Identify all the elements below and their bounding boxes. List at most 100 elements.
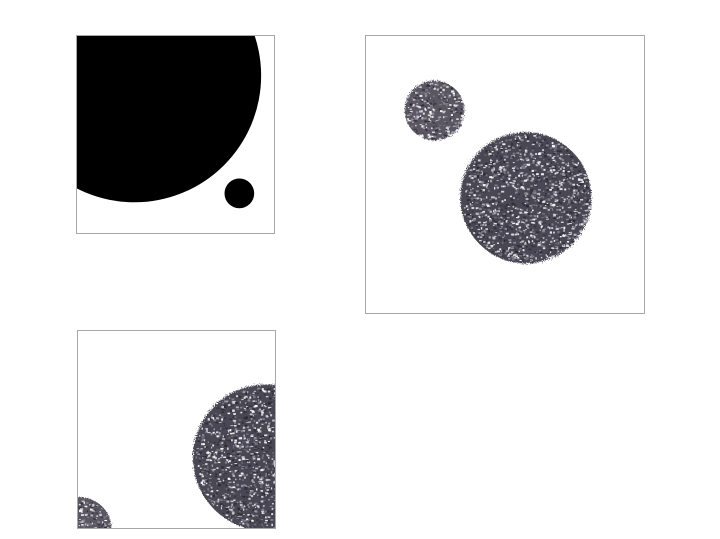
speckle — [518, 158, 520, 161]
speckle — [521, 213, 523, 214]
speckle — [238, 442, 241, 444]
speckle — [579, 183, 583, 185]
speckle — [540, 195, 544, 198]
speckle — [221, 482, 225, 484]
speckle — [540, 199, 543, 202]
speckle — [562, 234, 566, 237]
speckle — [241, 421, 244, 424]
speckle — [255, 400, 257, 403]
speckle — [231, 398, 235, 401]
speckle — [523, 229, 526, 232]
speckle — [222, 504, 225, 507]
speckle — [532, 209, 534, 212]
speckle — [468, 191, 473, 194]
speckle — [240, 411, 243, 414]
speckle — [552, 167, 554, 170]
speckle — [236, 434, 238, 436]
speckle — [420, 86, 422, 89]
speckle — [572, 194, 575, 196]
speckle — [265, 405, 267, 408]
speckle — [554, 200, 557, 203]
speckle — [554, 161, 557, 163]
speckle — [514, 233, 517, 236]
speckle — [473, 194, 477, 197]
speckle — [546, 180, 550, 183]
speckle — [507, 177, 509, 179]
speckle — [270, 414, 273, 417]
speckle — [555, 172, 558, 175]
speckle — [253, 419, 256, 422]
speckle — [414, 124, 417, 127]
speckle — [411, 118, 413, 121]
speckle — [471, 206, 475, 210]
speckle — [470, 227, 474, 229]
speckle — [489, 150, 492, 152]
speckle — [574, 225, 576, 227]
speckle — [542, 196, 545, 199]
speckle — [440, 100, 444, 102]
speckle — [542, 213, 545, 215]
speckle — [525, 229, 527, 230]
speckle — [249, 526, 251, 528]
speckle — [576, 215, 579, 217]
speckle — [236, 451, 240, 453]
speckle — [225, 508, 228, 510]
speckle — [502, 180, 505, 183]
speckle — [245, 393, 248, 396]
speckle — [531, 169, 535, 173]
speckle — [229, 515, 232, 518]
speckle — [524, 235, 526, 238]
speckle — [546, 142, 548, 145]
speckle — [499, 254, 503, 257]
speckle — [493, 216, 497, 219]
speckle — [233, 420, 237, 422]
speckle — [416, 105, 420, 108]
speckle — [222, 471, 224, 474]
speckle — [224, 400, 227, 403]
speckle — [529, 259, 533, 261]
speckle — [504, 252, 507, 255]
small-solid-circle — [224, 178, 255, 209]
speckle — [567, 199, 571, 201]
speckle — [421, 134, 424, 136]
speckle — [500, 178, 503, 180]
speckle — [576, 183, 579, 186]
speckle — [268, 406, 272, 408]
speckle — [214, 462, 217, 464]
speckle — [245, 491, 250, 493]
speckle — [485, 240, 489, 243]
speckle — [265, 519, 268, 522]
speckle — [496, 242, 499, 244]
speckle — [264, 422, 267, 424]
speckle — [94, 523, 97, 525]
speckle — [577, 192, 579, 194]
speckle — [499, 204, 503, 206]
speckle — [512, 185, 515, 188]
speckle — [579, 181, 583, 184]
speckle — [526, 246, 528, 248]
speckle — [427, 133, 430, 136]
speckle — [260, 419, 262, 421]
speckle — [418, 116, 422, 119]
speckle — [426, 100, 429, 103]
speckle — [443, 120, 447, 123]
speckle — [554, 220, 557, 223]
speckle — [537, 192, 541, 195]
speckle — [241, 474, 245, 477]
speckle — [478, 162, 480, 164]
speckle — [470, 169, 473, 171]
textured-circles-canvas — [404, 80, 592, 264]
speckle — [201, 439, 203, 442]
speckle — [514, 187, 516, 190]
speckle — [246, 402, 248, 405]
speckle — [464, 213, 466, 216]
speckle — [236, 517, 239, 519]
speckle — [217, 441, 221, 444]
speckle — [471, 222, 474, 224]
speckle — [542, 229, 545, 231]
speckle — [481, 241, 485, 243]
speckle — [562, 206, 564, 208]
speckle — [537, 161, 541, 164]
speckle — [473, 198, 476, 201]
speckle — [586, 200, 589, 203]
